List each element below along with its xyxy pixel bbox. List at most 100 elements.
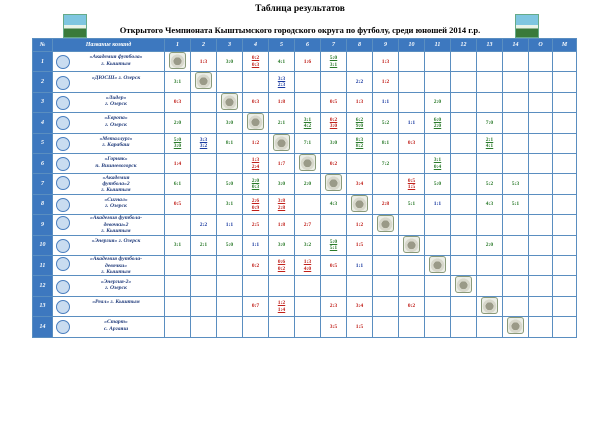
score-value: 3:5: [329, 323, 338, 330]
team-logo-icon: [56, 55, 70, 70]
score-value: 1:1: [355, 262, 364, 269]
score-cell: 2:0 0:3: [242, 173, 269, 195]
score-value: 0:6 0:2: [277, 259, 286, 272]
points-cell: [528, 153, 553, 175]
score-cell: [450, 132, 477, 155]
score-value: 7:0: [485, 119, 494, 126]
score-value: 2:8: [381, 201, 390, 208]
place-cell: [552, 255, 577, 277]
score-cell: 0:5: [320, 91, 347, 114]
table-row: 1 «Академия футбола» г. Кыштым 1:3 3:0 0:2 0…: [32, 50, 577, 73]
score-cell: [450, 173, 477, 195]
score-value: 1:6: [303, 58, 312, 65]
score-cell: 5:0: [424, 173, 451, 195]
score-value: 3:0: [225, 58, 234, 65]
row-number: 1: [32, 50, 53, 73]
score-cell: 3:1 0:4: [424, 153, 451, 175]
score-cell: 2:6 0:9: [242, 193, 269, 216]
row-number: 8: [32, 193, 53, 216]
team-name: «Металлург» г. Карабаш: [99, 135, 133, 149]
place-cell: [552, 275, 577, 297]
score-value: 2:3: [329, 303, 338, 310]
score-value: 5:0: [225, 242, 234, 249]
self-match-cell: [242, 112, 269, 134]
score-value: 3:8 2:8: [277, 198, 286, 211]
score-cell: [164, 214, 191, 236]
self-match-cell: [424, 255, 451, 277]
score-value: 3:1 4:2: [303, 116, 312, 129]
team-cell: «Энергия» г. Озерск: [52, 234, 165, 257]
score-value: 3:0: [225, 119, 234, 126]
score-cell: [450, 234, 477, 257]
score-cell: 0:5: [320, 255, 347, 277]
score-cell: [424, 295, 451, 318]
place-cell: [552, 112, 577, 134]
score-cell: [268, 275, 295, 297]
score-cell: [216, 71, 243, 93]
score-value: 3:0: [277, 242, 286, 249]
score-cell: [502, 50, 529, 73]
score-cell: [372, 255, 399, 277]
header-col-3: 3: [216, 38, 243, 52]
header-col-11: 11: [424, 38, 451, 52]
score-cell: 0:7: [242, 295, 269, 318]
score-cell: [450, 153, 477, 175]
score-cell: [294, 316, 321, 338]
place-cell: [552, 193, 577, 216]
score-cell: 3:4: [346, 295, 373, 318]
score-cell: 1:2 1:4: [268, 295, 295, 318]
header-col-1: 1: [164, 38, 191, 52]
score-cell: [398, 275, 425, 297]
score-cell: [450, 91, 477, 114]
score-cell: 2:2: [346, 71, 373, 93]
score-cell: 1:3: [346, 91, 373, 114]
score-value: 1:8: [277, 99, 286, 106]
points-cell: [528, 234, 553, 257]
score-value: 6:0 2:0: [433, 116, 442, 129]
score-cell: 3:0: [216, 50, 243, 73]
score-value: 0:5: [173, 201, 182, 208]
score-cell: 8:1: [372, 132, 399, 155]
score-cell: [502, 275, 529, 297]
score-cell: [476, 71, 503, 93]
score-cell: 1:8: [268, 214, 295, 236]
score-value: 1:2: [355, 221, 364, 228]
score-cell: 0:6 0:2: [268, 255, 295, 277]
place-cell: [552, 214, 577, 236]
score-cell: [216, 255, 243, 277]
team-name: «Лидер» г. Озерск: [105, 95, 127, 108]
football-player-icon: [169, 52, 186, 69]
score-cell: 1:2: [346, 214, 373, 236]
header-col-10: 10: [398, 38, 425, 52]
place-cell: [552, 316, 577, 338]
score-cell: [190, 112, 217, 134]
score-cell: [502, 153, 529, 175]
score-value: 2:1: [199, 242, 208, 249]
header-col-5: 5: [268, 38, 295, 52]
score-value: 1:3 2:4: [251, 157, 260, 170]
score-cell: 2:0: [424, 91, 451, 114]
team-logo-icon: [56, 157, 70, 172]
score-value: 2:0: [173, 119, 182, 126]
score-cell: [190, 316, 217, 338]
score-cell: [502, 71, 529, 93]
team-logo-icon: [56, 279, 70, 294]
score-cell: [398, 91, 425, 114]
table-row: 6 «Горняк» п. Вишневогорск 1:4 1:3 2:4 1:7 0:…: [32, 153, 577, 175]
score-cell: 7:0: [476, 112, 503, 134]
score-cell: [424, 214, 451, 236]
score-cell: [398, 255, 425, 277]
team-cell: «Энергия-2» г. Озерск: [52, 275, 165, 297]
football-player-icon: [429, 256, 446, 274]
team-name: «Реал» г. Кыштым: [92, 299, 140, 306]
score-cell: 3:1: [164, 71, 191, 93]
score-cell: 2:5: [242, 214, 269, 236]
score-cell: 5:0: [216, 234, 243, 257]
score-cell: [476, 153, 503, 175]
score-cell: [424, 132, 451, 155]
score-value: 2:2: [199, 221, 208, 228]
header-team: Название команд: [52, 38, 165, 52]
score-value: 0:2: [251, 262, 260, 269]
score-value: 5:0 3:0: [173, 136, 182, 150]
football-player-icon: [481, 297, 498, 314]
